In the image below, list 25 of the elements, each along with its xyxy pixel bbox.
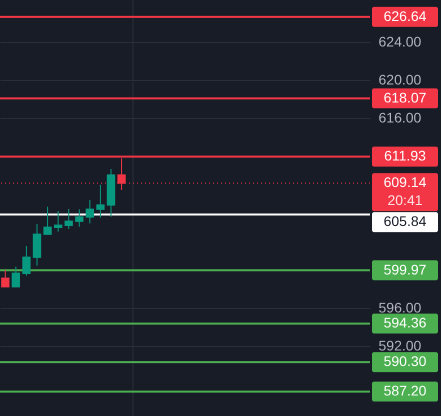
y-tick-label: 616.00	[378, 109, 422, 126]
candlestick	[1, 269, 10, 288]
ref-line-label: 590.30	[384, 353, 427, 370]
ref-line-label: 594.36	[384, 314, 427, 331]
candlestick	[43, 206, 52, 236]
y-tick-label: 624.00	[378, 33, 422, 50]
candlestick	[32, 224, 42, 266]
y-tick-label: 592.00	[378, 337, 422, 354]
ref-line-label: 611.93	[384, 148, 426, 164]
ref-line-label: 609.14	[384, 174, 427, 190]
ref-line-label: 605.84	[384, 213, 427, 230]
candlestick	[86, 199, 94, 224]
ref-line-label: 599.97	[384, 261, 427, 278]
y-tick-label: 620.00	[378, 71, 422, 88]
candlestick	[12, 266, 20, 288]
y-tick-label: 596.00	[378, 299, 422, 316]
candlestick	[96, 184, 105, 218]
ref-line-label: 626.64	[384, 8, 427, 24]
candlestick	[54, 210, 62, 232]
ref-line-label: 587.20	[384, 382, 427, 399]
ref-line-label: 618.07	[384, 89, 427, 106]
candlestick	[22, 245, 31, 276]
candlestick	[75, 208, 84, 228]
candlestick	[64, 208, 73, 230]
text: 20:41	[387, 192, 423, 208]
